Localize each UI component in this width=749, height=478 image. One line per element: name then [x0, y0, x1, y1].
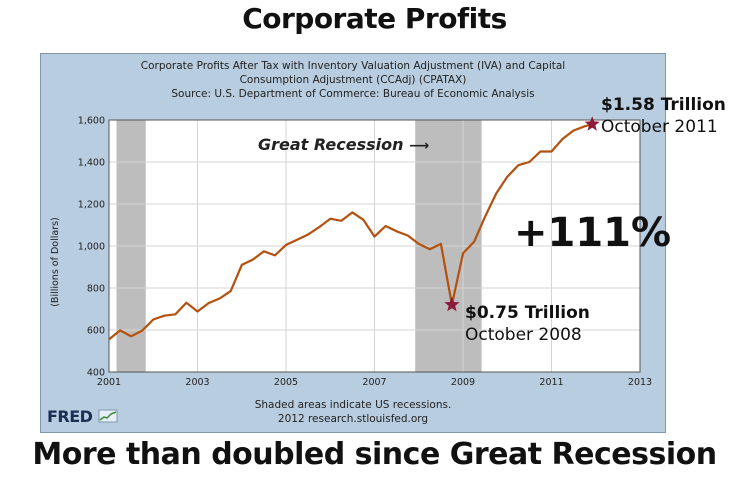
series-line-1	[108, 123, 593, 341]
x-tick-label: 2001	[97, 377, 121, 388]
x-tick-label: 2005	[274, 377, 298, 388]
fred-logo-text: FRED	[47, 407, 93, 426]
highlight-star-1	[444, 296, 460, 312]
great-recession-label: Great Recession ⟶	[258, 135, 429, 154]
y-tick-label: 1,200	[78, 200, 105, 211]
fred-chart-icon	[98, 409, 118, 423]
percent-change-label: +111%	[514, 210, 672, 256]
y-axis-label: (Billions of Dollars)	[50, 217, 61, 307]
x-tick-label: 2007	[362, 377, 386, 388]
x-tick-label: 2013	[628, 377, 652, 388]
trough-callout: $0.75 Trillion October 2008	[465, 303, 590, 345]
headline-bottom: More than doubled since Great Recession	[32, 437, 717, 472]
trough-amount: $0.75 Trillion	[465, 303, 590, 323]
peak-callout: $1.58 Trillion October 2011	[601, 95, 726, 137]
fred-logo: FRED	[47, 407, 118, 426]
y-tick-label: 1,000	[78, 242, 105, 253]
chart-title-line-2: Consumption Adjustment (CCAdj) (CPATAX)	[239, 74, 467, 86]
footer-note-recessions: Shaded areas indicate US recessions.	[254, 399, 452, 411]
peak-date: October 2011	[601, 117, 718, 137]
headline-top: Corporate Profits	[242, 2, 507, 35]
peak-amount: $1.58 Trillion	[601, 95, 726, 115]
y-tick-label: 400	[87, 368, 105, 379]
y-tick-label: 1,400	[78, 158, 105, 169]
trough-date: October 2008	[465, 325, 582, 345]
x-tick-label: 2009	[451, 377, 475, 388]
footer-note-source: 2012 research.stlouisfed.org	[277, 413, 429, 425]
x-tick-label: 2003	[185, 377, 209, 388]
chart-title-line-3: Source: U.S. Department of Commerce: Bur…	[171, 88, 535, 100]
plot-border	[108, 119, 641, 373]
x-tick-label: 2011	[539, 377, 563, 388]
y-tick-label: 800	[87, 284, 105, 295]
right-arrow-icon: ⟶	[409, 138, 430, 154]
highlight-star-2	[584, 116, 600, 131]
y-tick-label: 1,600	[78, 116, 105, 127]
chart-title-line-1: Corporate Profits After Tax with Invento…	[140, 60, 566, 72]
great-recession-text: Great Recession	[258, 135, 404, 154]
y-tick-label: 600	[87, 326, 105, 337]
